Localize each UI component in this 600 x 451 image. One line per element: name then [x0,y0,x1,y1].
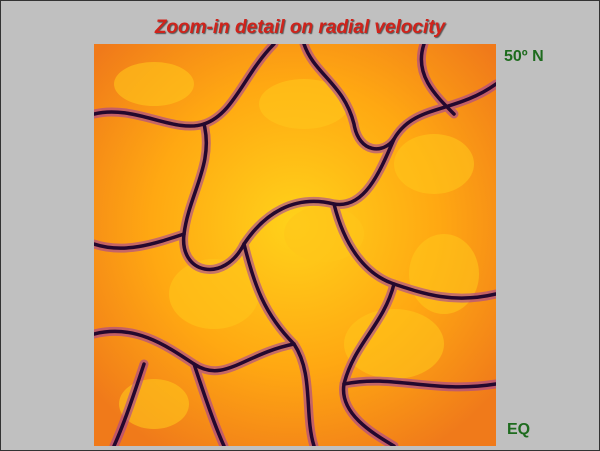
slide: Zoom-in detail on radial velocity [0,0,600,451]
latitude-bottom-label: EQ [507,421,530,439]
latitude-top-label: 50º N [504,48,544,66]
title: Zoom-in detail on radial velocity [1,17,599,39]
velocity-image [94,44,496,446]
